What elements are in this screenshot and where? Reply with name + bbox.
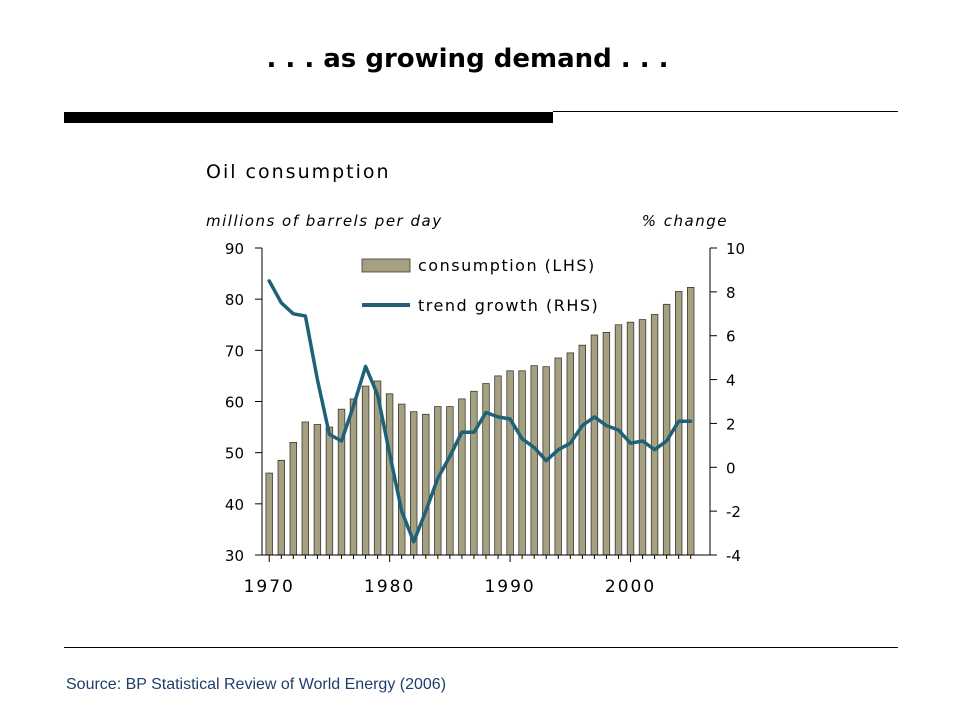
consumption-bar-1977: [349, 398, 358, 556]
left-tick-label-30: 30: [225, 547, 244, 565]
x-tick-label-1980: 1980: [364, 577, 415, 597]
left-tick-label-60: 60: [225, 394, 244, 412]
legend-label-trend-growth: trend growth (RHS): [418, 296, 599, 315]
left-tick-label-80: 80: [225, 291, 244, 309]
footer-rule: [64, 647, 898, 648]
slide-title: . . . as growing demand . . .: [266, 44, 669, 74]
right-tick-label-0: 0: [726, 459, 736, 477]
left-tick-label-90: 90: [225, 240, 244, 258]
title-rule-thick: [64, 112, 553, 123]
right-tick-label-4: 4: [726, 372, 736, 390]
consumption-bar-2003: [662, 303, 671, 556]
axes: 30 40 50 60 70 80 90 -4 -2 0 2 4 6 8 10 1970 1980 1990 200…: [225, 240, 745, 597]
consumption-bar-1996: [578, 344, 586, 556]
source-note: Source: BP Statistical Review of World E…: [66, 676, 447, 693]
consumption-bar-1988: [482, 383, 490, 556]
x-tick-label-1990: 1990: [484, 577, 535, 597]
trend-growth-series: [267, 279, 693, 544]
trend-growth-line: [267, 279, 693, 544]
consumption-bar-1978: [361, 385, 370, 556]
consumption-bar-1991: [518, 370, 526, 556]
consumption-bar-1985: [446, 406, 454, 556]
left-tick-label-40: 40: [225, 496, 244, 514]
right-tick-label-2: 2: [726, 415, 736, 433]
left-tick-label-70: 70: [225, 342, 244, 360]
left-tick-label-50: 50: [225, 445, 244, 463]
title-rule-thin: [553, 111, 898, 112]
consumption-bar-1972: [289, 441, 297, 556]
consumption-bar-1971: [277, 459, 285, 556]
consumption-bar-1974: [313, 424, 322, 556]
right-tick-label--2: -2: [726, 503, 741, 521]
x-tick-label-1970: 1970: [244, 577, 295, 597]
consumption-bar-1980: [385, 393, 394, 556]
chart-title: Oil consumption: [206, 161, 391, 183]
consumption-bar-1995: [566, 352, 574, 556]
right-axis-unit-label: % change: [642, 212, 728, 230]
consumption-bar-1992: [530, 365, 538, 556]
consumption-bar-1999: [614, 324, 623, 556]
right-tick-label-6: 6: [726, 328, 736, 346]
consumption-bar-1975: [325, 426, 334, 556]
consumption-bar-2001: [638, 319, 647, 556]
consumption-bar-1973: [301, 421, 309, 556]
consumption-bar-2002: [650, 314, 659, 556]
consumption-bar-1994: [554, 357, 562, 556]
consumption-bar-1989: [494, 375, 502, 556]
consumption-bar-1987: [470, 390, 478, 556]
consumption-bar-1970: [265, 472, 273, 556]
consumption-bar-1983: [422, 413, 430, 556]
legend-label-consumption: consumption (LHS): [418, 256, 596, 275]
legend: consumption (LHS) trend growth (RHS): [361, 256, 599, 315]
consumption-bar-1986: [458, 398, 466, 556]
right-tick-label--4: -4: [726, 547, 741, 565]
left-axis-unit-label: millions of barrels per day: [206, 212, 443, 230]
x-tick-label-2000: 2000: [605, 577, 656, 597]
legend-swatch-consumption: [361, 258, 411, 273]
consumption-bar-1981: [397, 403, 406, 556]
consumption-bar-1990: [506, 370, 514, 556]
right-tick-label-10: 10: [726, 240, 745, 258]
consumption-bar-1998: [602, 331, 611, 556]
right-tick-label-8: 8: [726, 284, 736, 302]
consumption-bar-1997: [590, 334, 599, 556]
